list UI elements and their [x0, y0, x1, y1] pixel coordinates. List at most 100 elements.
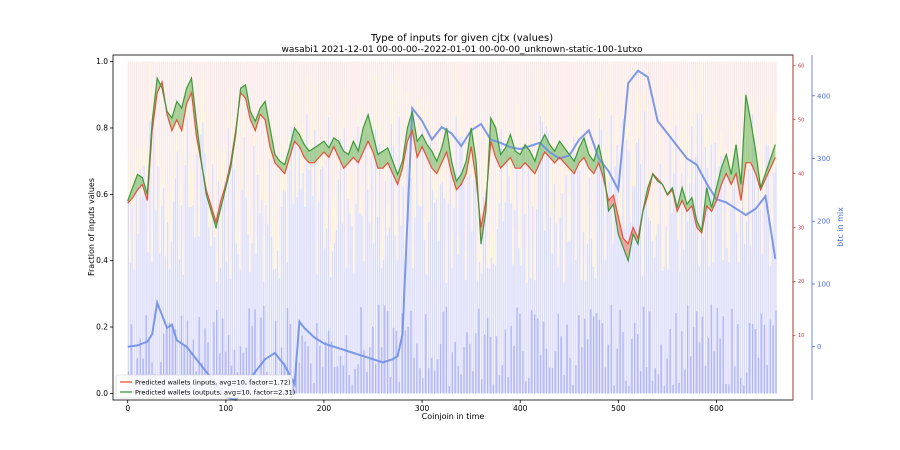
- bar-yellow: [227, 100, 230, 128]
- fill-segment: [176, 101, 182, 131]
- bar-yellow: [534, 232, 536, 281]
- bar-blue: [469, 173, 471, 394]
- bar-low-blue: [734, 366, 736, 394]
- bar-yellow: [406, 93, 408, 140]
- bar-yellow: [514, 184, 516, 211]
- bar-yellow: [382, 214, 385, 260]
- bar-blue: [143, 166, 145, 394]
- bar-blue: [559, 217, 561, 394]
- bar-pink: [431, 61, 434, 171]
- bar-pink: [210, 61, 212, 214]
- bar-blue: [133, 269, 135, 394]
- bar-yellow: [734, 120, 736, 151]
- bar-yellow: [412, 245, 414, 268]
- bar-yellow: [720, 133, 722, 157]
- bar-pink: [251, 61, 253, 215]
- bar-yellow: [506, 120, 508, 148]
- bar-blue: [357, 127, 359, 394]
- bar-yellow: [196, 132, 198, 155]
- bar-low-blue: [186, 320, 189, 394]
- bar-pink: [361, 61, 363, 198]
- bar-blue: [588, 177, 591, 394]
- bar-blue: [188, 207, 190, 394]
- bar-yellow: [296, 152, 298, 197]
- bar-blue: [734, 150, 736, 394]
- bar-blue: [429, 141, 432, 394]
- bar-low-blue: [263, 305, 265, 394]
- bar-blue: [371, 156, 373, 394]
- bar-blue: [463, 184, 465, 394]
- bar-yellow: [316, 242, 318, 275]
- bar-low-blue: [324, 341, 327, 394]
- bar-yellow: [170, 189, 173, 242]
- bar-pink: [382, 61, 385, 215]
- bar-pink: [618, 61, 620, 190]
- bar-blue: [229, 278, 232, 394]
- bar-pink: [290, 61, 292, 83]
- bar-blue: [420, 206, 422, 394]
- chart-title: Type of inputs for given cjtx (values): [370, 33, 553, 44]
- bar-pink: [168, 61, 171, 216]
- bar-yellow: [241, 140, 243, 190]
- bar-low-blue: [180, 315, 183, 394]
- bar-yellow: [775, 112, 777, 166]
- bar-blue: [712, 262, 714, 394]
- bar-pink: [753, 61, 756, 121]
- bar-yellow: [174, 146, 177, 179]
- bar-blue: [590, 239, 593, 394]
- bar-pink: [223, 61, 226, 146]
- bar-yellow: [398, 75, 400, 117]
- bar-yellow: [428, 167, 430, 223]
- bar-blue: [426, 274, 428, 394]
- bar-pink: [359, 61, 361, 188]
- fill-segment: [436, 147, 442, 174]
- bar-blue: [685, 159, 687, 394]
- bar-pink: [357, 61, 359, 107]
- bar-low-blue: [495, 336, 498, 394]
- bar-yellow: [535, 164, 538, 209]
- bar-pink: [327, 61, 330, 80]
- bar-pink: [532, 61, 534, 168]
- x-tick-label: 600: [709, 404, 724, 413]
- bar-yellow: [634, 157, 636, 186]
- fill-segment: [240, 84, 246, 99]
- bar-yellow: [278, 237, 281, 278]
- bar-yellow: [496, 179, 498, 229]
- bar-pink: [567, 61, 569, 187]
- bar-yellow: [461, 89, 463, 136]
- bar-pink: [255, 61, 257, 238]
- bar-yellow: [426, 243, 428, 275]
- bar-low-blue: [740, 378, 742, 394]
- bar-blue: [539, 115, 542, 394]
- bar-blue: [139, 169, 141, 394]
- bar-yellow: [567, 187, 569, 242]
- bar-yellow: [145, 149, 147, 186]
- bar-blue: [174, 178, 177, 394]
- bar-pink: [461, 61, 463, 90]
- fill-segment: [456, 174, 462, 190]
- bar-blue: [563, 282, 565, 394]
- bar-pink: [457, 61, 459, 238]
- bar-blue: [355, 204, 357, 394]
- bar-blue: [333, 242, 336, 394]
- bar-yellow: [457, 237, 459, 255]
- bar-blue: [704, 146, 706, 394]
- bar-pink: [647, 61, 650, 195]
- bar-yellow: [353, 226, 355, 273]
- bar-blue: [306, 114, 308, 394]
- bar-pink: [310, 61, 312, 106]
- bar-blue: [622, 118, 624, 394]
- bar-low-blue: [207, 342, 209, 394]
- bar-pink: [204, 61, 206, 112]
- bar-blue: [255, 254, 257, 394]
- fill-segment: [574, 147, 580, 174]
- bar-blue: [530, 278, 532, 394]
- bar-low-blue: [198, 317, 200, 394]
- bar-blue: [221, 204, 224, 394]
- bar-blue: [400, 225, 402, 394]
- bar-blue: [481, 273, 483, 394]
- bar-yellow: [239, 251, 241, 269]
- bar-pink: [322, 61, 324, 143]
- bar-blue: [300, 188, 302, 394]
